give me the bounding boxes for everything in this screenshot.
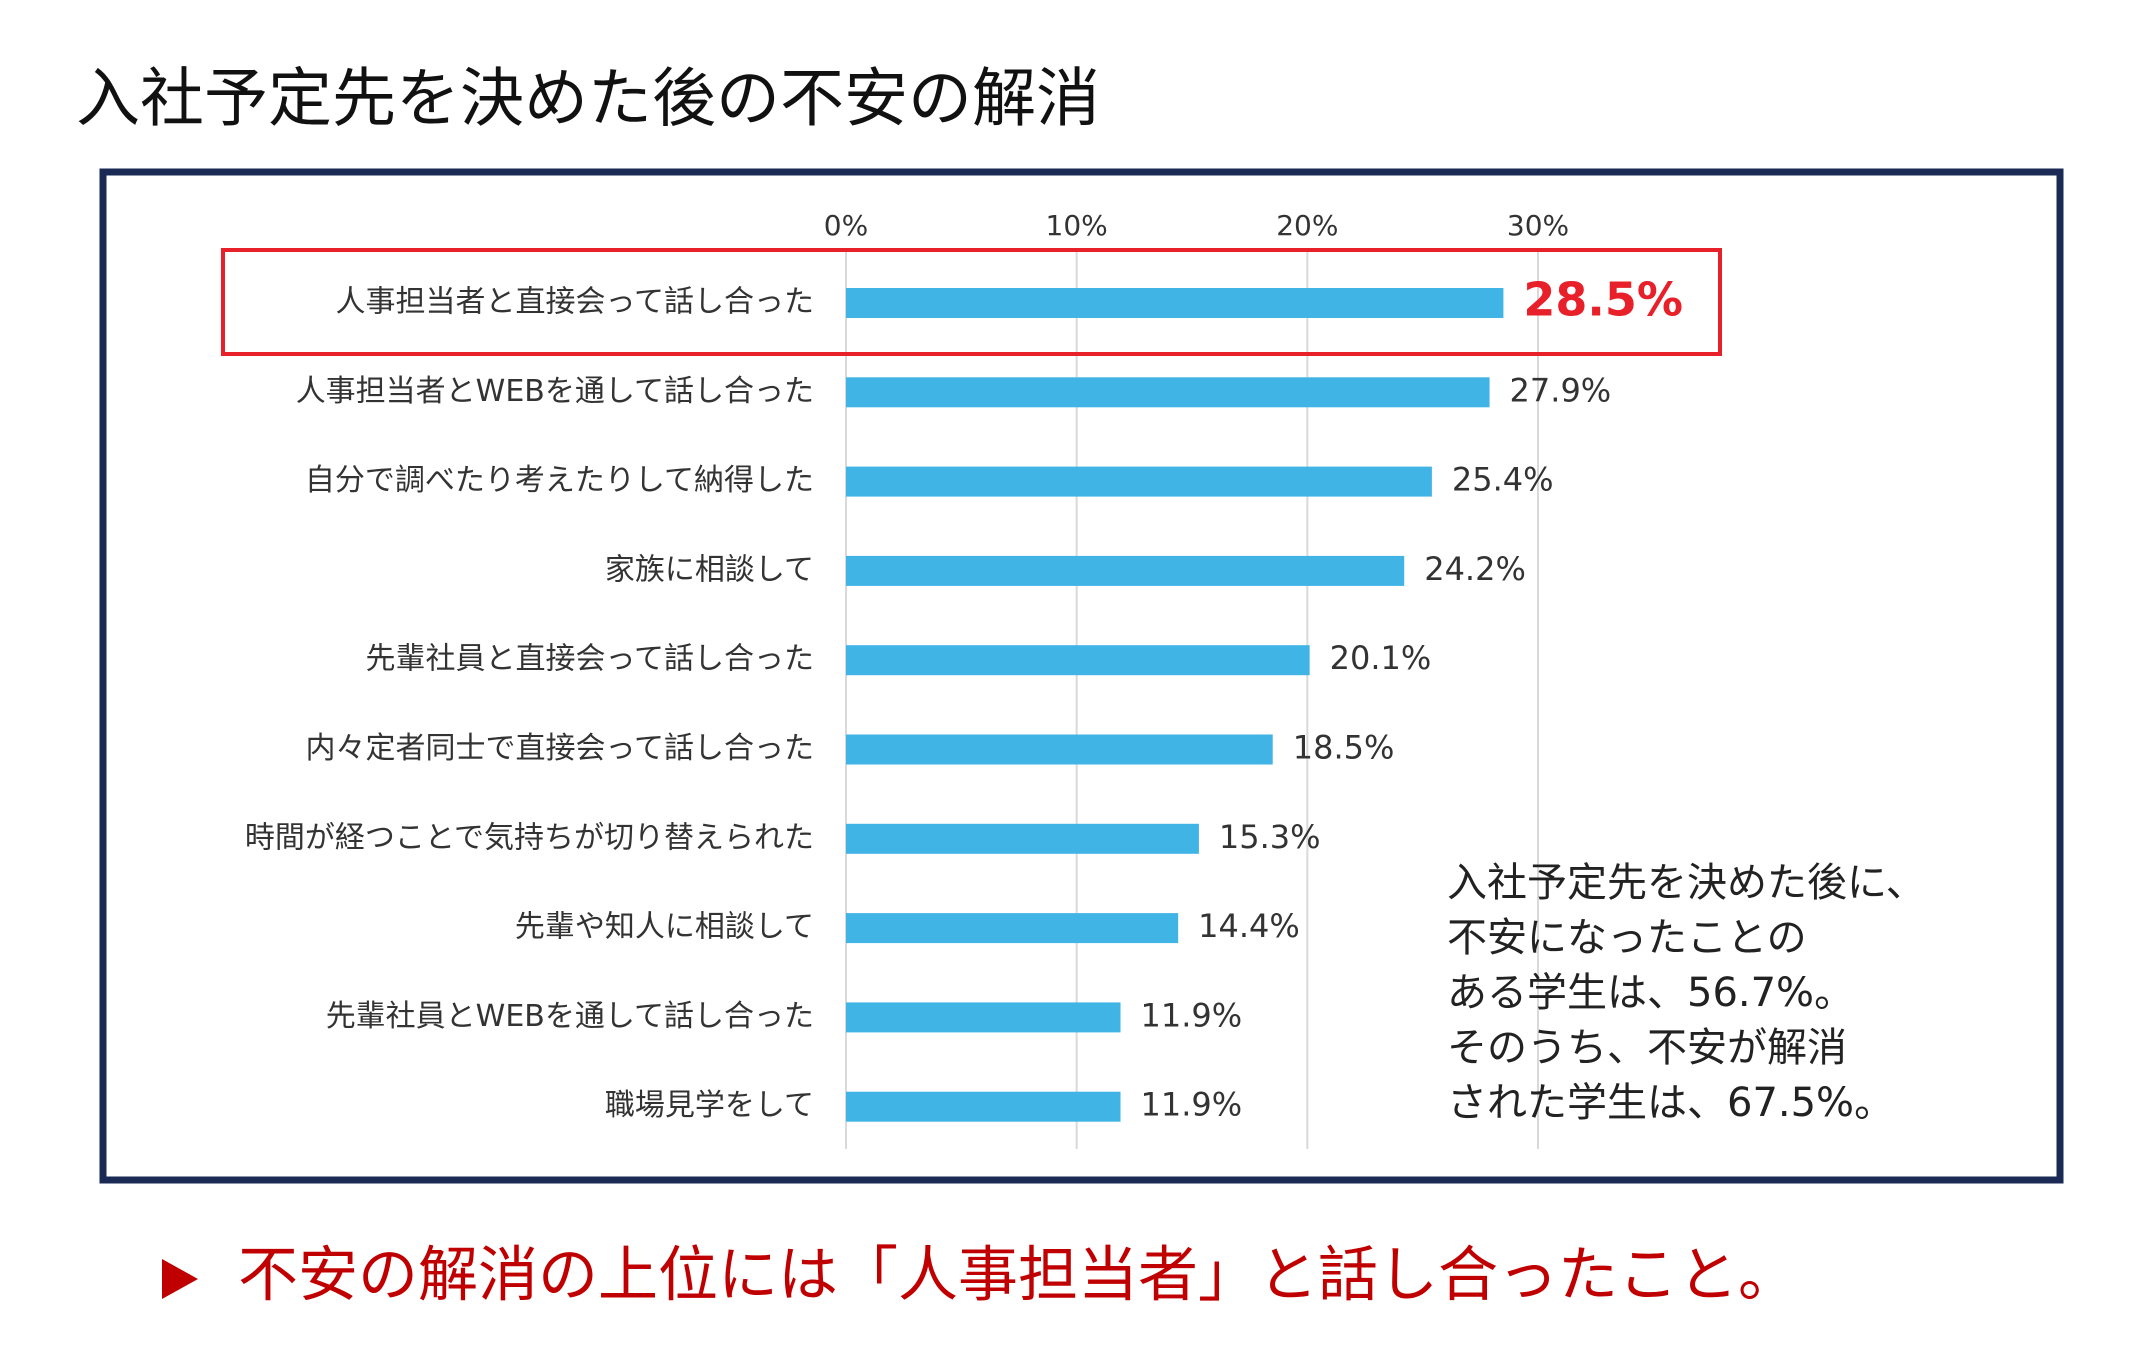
bar: [846, 1002, 1121, 1033]
category-label: 時間が経つことで気持ちが切り替えられた: [245, 820, 814, 855]
annotation-line: 入社予定先を決めた後に、: [1447, 860, 1926, 906]
category-label: 自分で調べたり考えたりして納得した: [305, 463, 814, 498]
bar: [846, 288, 1504, 318]
category-label: 人事担当者と直接会って話し合った: [336, 285, 815, 320]
category-label: 先輩社員とWEBを通して話し合った: [326, 999, 814, 1034]
annotation: 入社予定先を決めた後に、不安になったことのある学生は、56.7%。そのうち、不安…: [1447, 860, 1926, 1126]
x-tick-label: 0%: [824, 209, 868, 242]
category-label: 先輩や知人に相談して: [515, 910, 814, 945]
annotation-line: ある学生は、56.7%。: [1447, 970, 1854, 1016]
value-label: 14.4%: [1198, 907, 1300, 945]
bar: [846, 1091, 1121, 1122]
bar: [846, 734, 1273, 765]
footer-text: 不安の解消の上位には「人事担当者」と話し合ったこと。: [238, 1241, 1798, 1311]
value-label: 11.9%: [1140, 1086, 1242, 1124]
category-label: 家族に相談して: [605, 552, 814, 587]
value-label: 11.9%: [1140, 996, 1242, 1034]
page-title: 入社予定先を決めた後の不安の解消: [76, 63, 1100, 137]
category-label: 先輩社員と直接会って話し合った: [366, 642, 815, 677]
bar: [846, 823, 1199, 854]
bar: [846, 645, 1310, 676]
value-label: 15.3%: [1219, 818, 1321, 856]
value-label: 27.9%: [1510, 371, 1612, 409]
category-label: 職場見学をして: [605, 1088, 814, 1123]
annotation-line: そのうち、不安が解消: [1447, 1025, 1847, 1071]
value-label: 25.4%: [1452, 461, 1554, 499]
value-label: 28.5%: [1523, 273, 1683, 327]
bar: [846, 913, 1179, 944]
value-label: 24.2%: [1424, 550, 1526, 588]
bar: [846, 555, 1405, 586]
category-label: 内々定者同士で直接会って話し合った: [306, 731, 815, 766]
x-tick-label: 20%: [1276, 209, 1338, 242]
highlight-box: [221, 248, 1722, 356]
value-label: 20.1%: [1330, 639, 1432, 677]
annotation-line: された学生は、67.5%。: [1447, 1080, 1894, 1126]
bar: [846, 377, 1490, 408]
bar: [846, 466, 1432, 497]
category-label: 人事担当者とWEBを通して話し合った: [296, 374, 814, 409]
bars: 人事担当者と直接会って話し合った 28.5% 人事担当者とWEBを通して話し合った 2…: [245, 273, 1683, 1124]
footer-arrow: [162, 1259, 198, 1299]
annotation-line: 不安になったことの: [1447, 915, 1807, 961]
value-label: 18.5%: [1293, 729, 1395, 767]
grid: 0% 10% 20% 30%: [824, 209, 1569, 1149]
x-tick-label: 30%: [1507, 209, 1569, 242]
x-tick-label: 10%: [1046, 209, 1108, 242]
